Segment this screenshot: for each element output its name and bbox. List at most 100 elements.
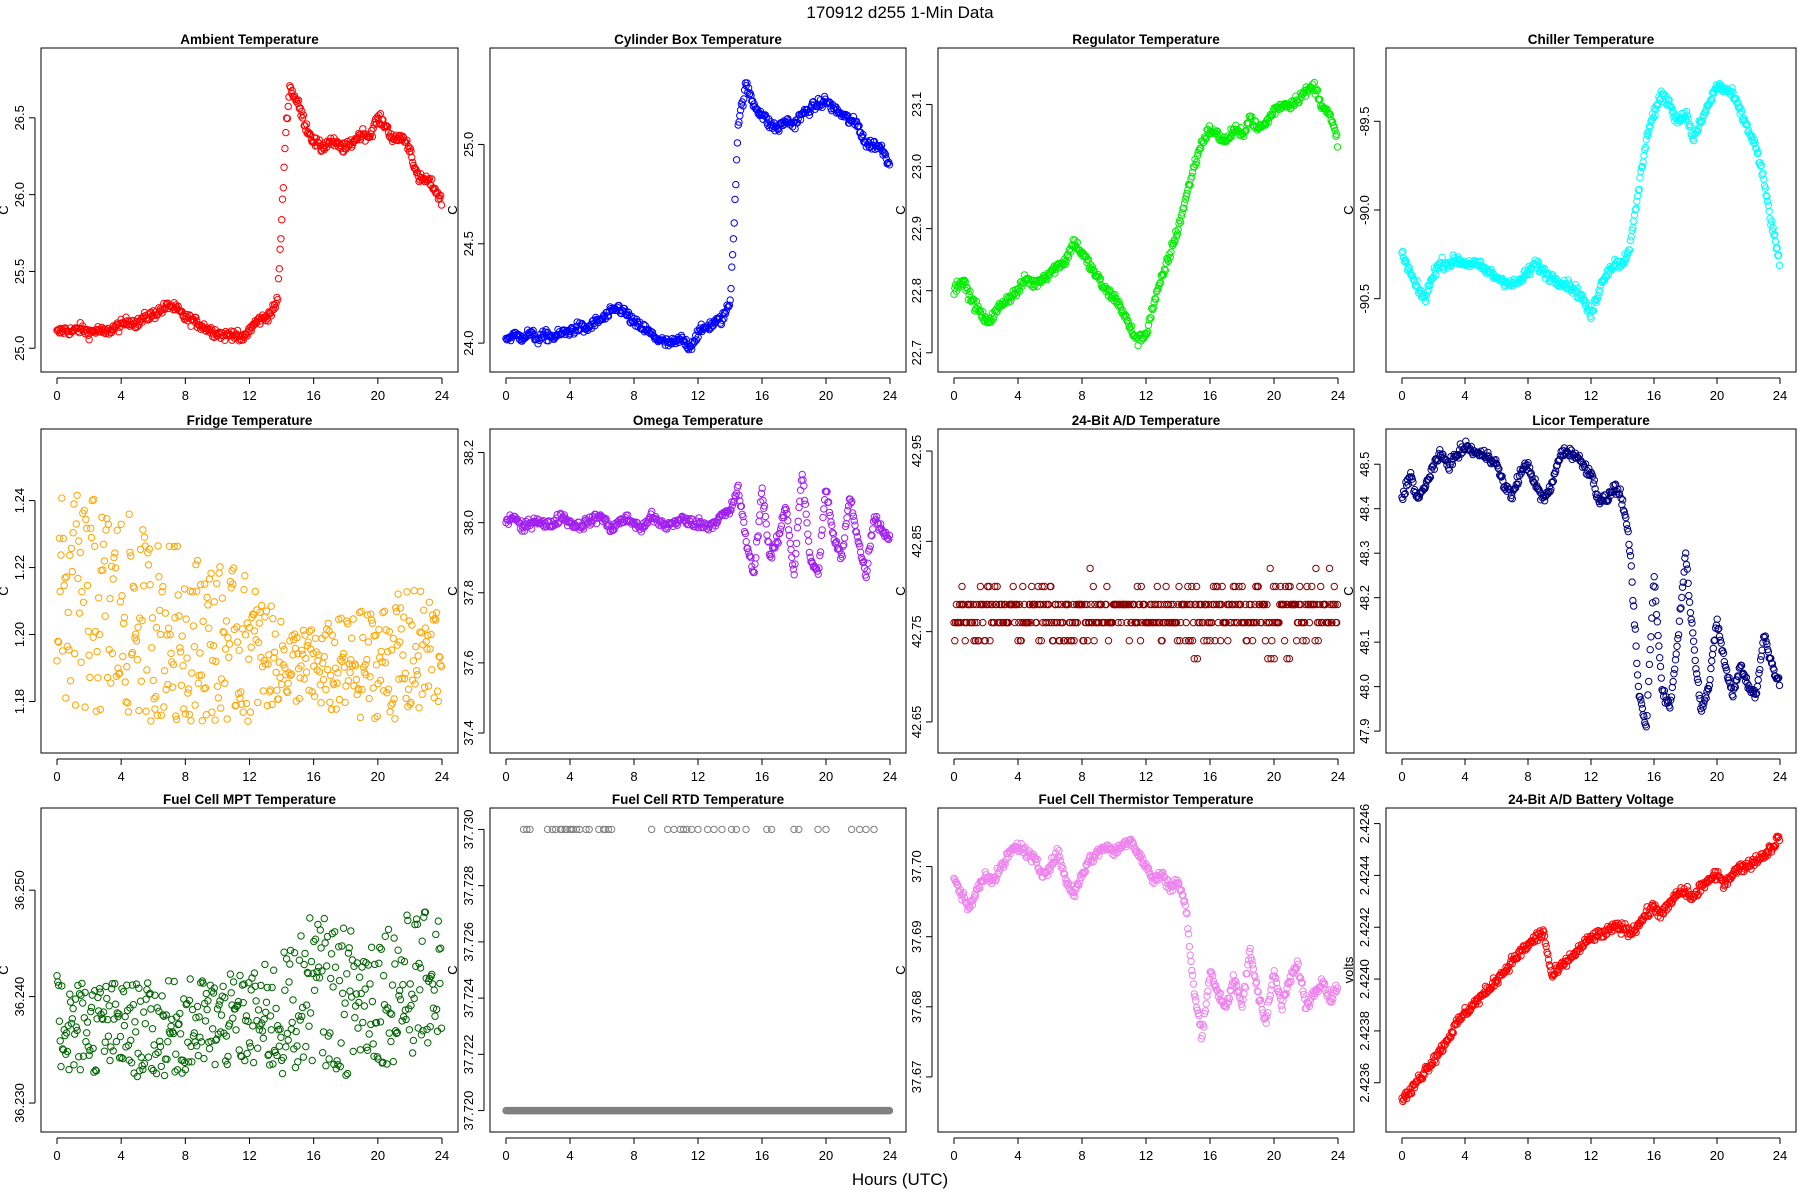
data-point: [278, 1069, 287, 1078]
data-point: [367, 943, 376, 951]
data-point: [264, 1051, 272, 1060]
data-point: [1043, 618, 1051, 627]
data-point: [172, 1050, 180, 1058]
data-point: [197, 671, 206, 679]
data-point: [99, 1008, 108, 1016]
chart-title: Regulator Temperature: [1072, 32, 1220, 47]
data-point: [284, 102, 292, 111]
data-point: [1642, 723, 1651, 731]
data-point: [1767, 217, 1776, 225]
x-tick-label: 4: [118, 769, 125, 784]
data-point: [1666, 704, 1674, 712]
data-point: [366, 980, 374, 988]
data-point: [1775, 674, 1783, 682]
data-point: [175, 1020, 183, 1028]
data-point: [1630, 217, 1638, 225]
data-point: [794, 517, 802, 525]
data-point: [301, 631, 309, 639]
data-point: [162, 1011, 170, 1019]
data-point: [407, 698, 415, 707]
data-point: [144, 561, 153, 569]
data-point: [1188, 168, 1197, 177]
data-point: [1252, 618, 1261, 627]
data-point: [1331, 600, 1339, 609]
data-point: [1527, 265, 1535, 273]
data-point: [221, 1057, 230, 1065]
data-point: [385, 1029, 393, 1037]
data-point: [1147, 314, 1155, 322]
data-point: [1634, 186, 1643, 194]
data-point: [1638, 704, 1647, 713]
y-tick-label: 24.0: [461, 330, 476, 355]
data-point: [1156, 618, 1164, 627]
data-point: [331, 664, 340, 672]
data-point: [198, 717, 207, 725]
x-tick-label: 8: [1524, 388, 1531, 403]
data-point: [113, 526, 121, 534]
data-point: [293, 1042, 301, 1050]
data-point: [647, 327, 655, 336]
data-point: [290, 92, 299, 100]
data-point: [320, 914, 328, 923]
data-point: [251, 587, 260, 596]
data-point: [1330, 582, 1339, 591]
data-point: [192, 560, 200, 569]
y-axis-label: C: [0, 965, 11, 974]
y-tick-label: 42.75: [909, 615, 924, 648]
x-tick-label: 4: [1461, 769, 1468, 784]
data-point: [401, 1006, 409, 1014]
data-point: [169, 660, 178, 669]
data-point: [93, 647, 101, 656]
data-point: [548, 334, 557, 342]
data-point: [327, 671, 335, 680]
data-point: [764, 538, 773, 546]
data-point: [791, 560, 799, 568]
data-point: [1708, 657, 1716, 665]
data-point: [80, 506, 89, 515]
data-point: [1683, 112, 1692, 120]
data-point: [376, 676, 385, 685]
data-point: [270, 648, 279, 656]
y-tick-label: 22.7: [909, 340, 924, 365]
data-point: [211, 1060, 219, 1069]
x-tick-label: 12: [242, 388, 256, 403]
data-point: [436, 194, 444, 203]
data-point: [295, 956, 304, 964]
data-point: [1708, 650, 1717, 659]
data-point: [86, 673, 94, 682]
data-point: [1117, 618, 1126, 627]
plot-frame: [40, 807, 459, 1133]
data-point: [63, 1047, 72, 1056]
data-point: [149, 676, 158, 685]
data-point: [98, 513, 106, 521]
data-point: [117, 520, 125, 528]
data-point: [92, 1067, 101, 1075]
data-point: [418, 690, 426, 698]
data-point: [1134, 618, 1142, 627]
data-point: [222, 617, 231, 625]
data-point: [1232, 600, 1240, 609]
x-tick-label: 4: [118, 388, 125, 403]
data-point: [235, 646, 243, 654]
data-point: [122, 698, 130, 706]
data-point: [1283, 655, 1291, 663]
data-point: [430, 986, 438, 994]
data-point: [391, 960, 399, 968]
x-tick-label: 20: [371, 388, 385, 403]
data-point: [205, 624, 213, 632]
data-point: [408, 621, 416, 629]
data-point: [371, 631, 380, 640]
data-point: [244, 1017, 252, 1025]
data-point: [292, 1027, 300, 1036]
data-point: [332, 1065, 340, 1073]
data-point: [437, 191, 445, 200]
data-point: [1723, 666, 1731, 674]
data-point: [1070, 637, 1078, 645]
data-point: [277, 1033, 285, 1042]
data-point: [247, 986, 255, 994]
data-point: [740, 518, 748, 526]
x-tick-label: 24: [435, 388, 449, 403]
data-point: [217, 1011, 226, 1019]
data-point: [414, 652, 422, 660]
